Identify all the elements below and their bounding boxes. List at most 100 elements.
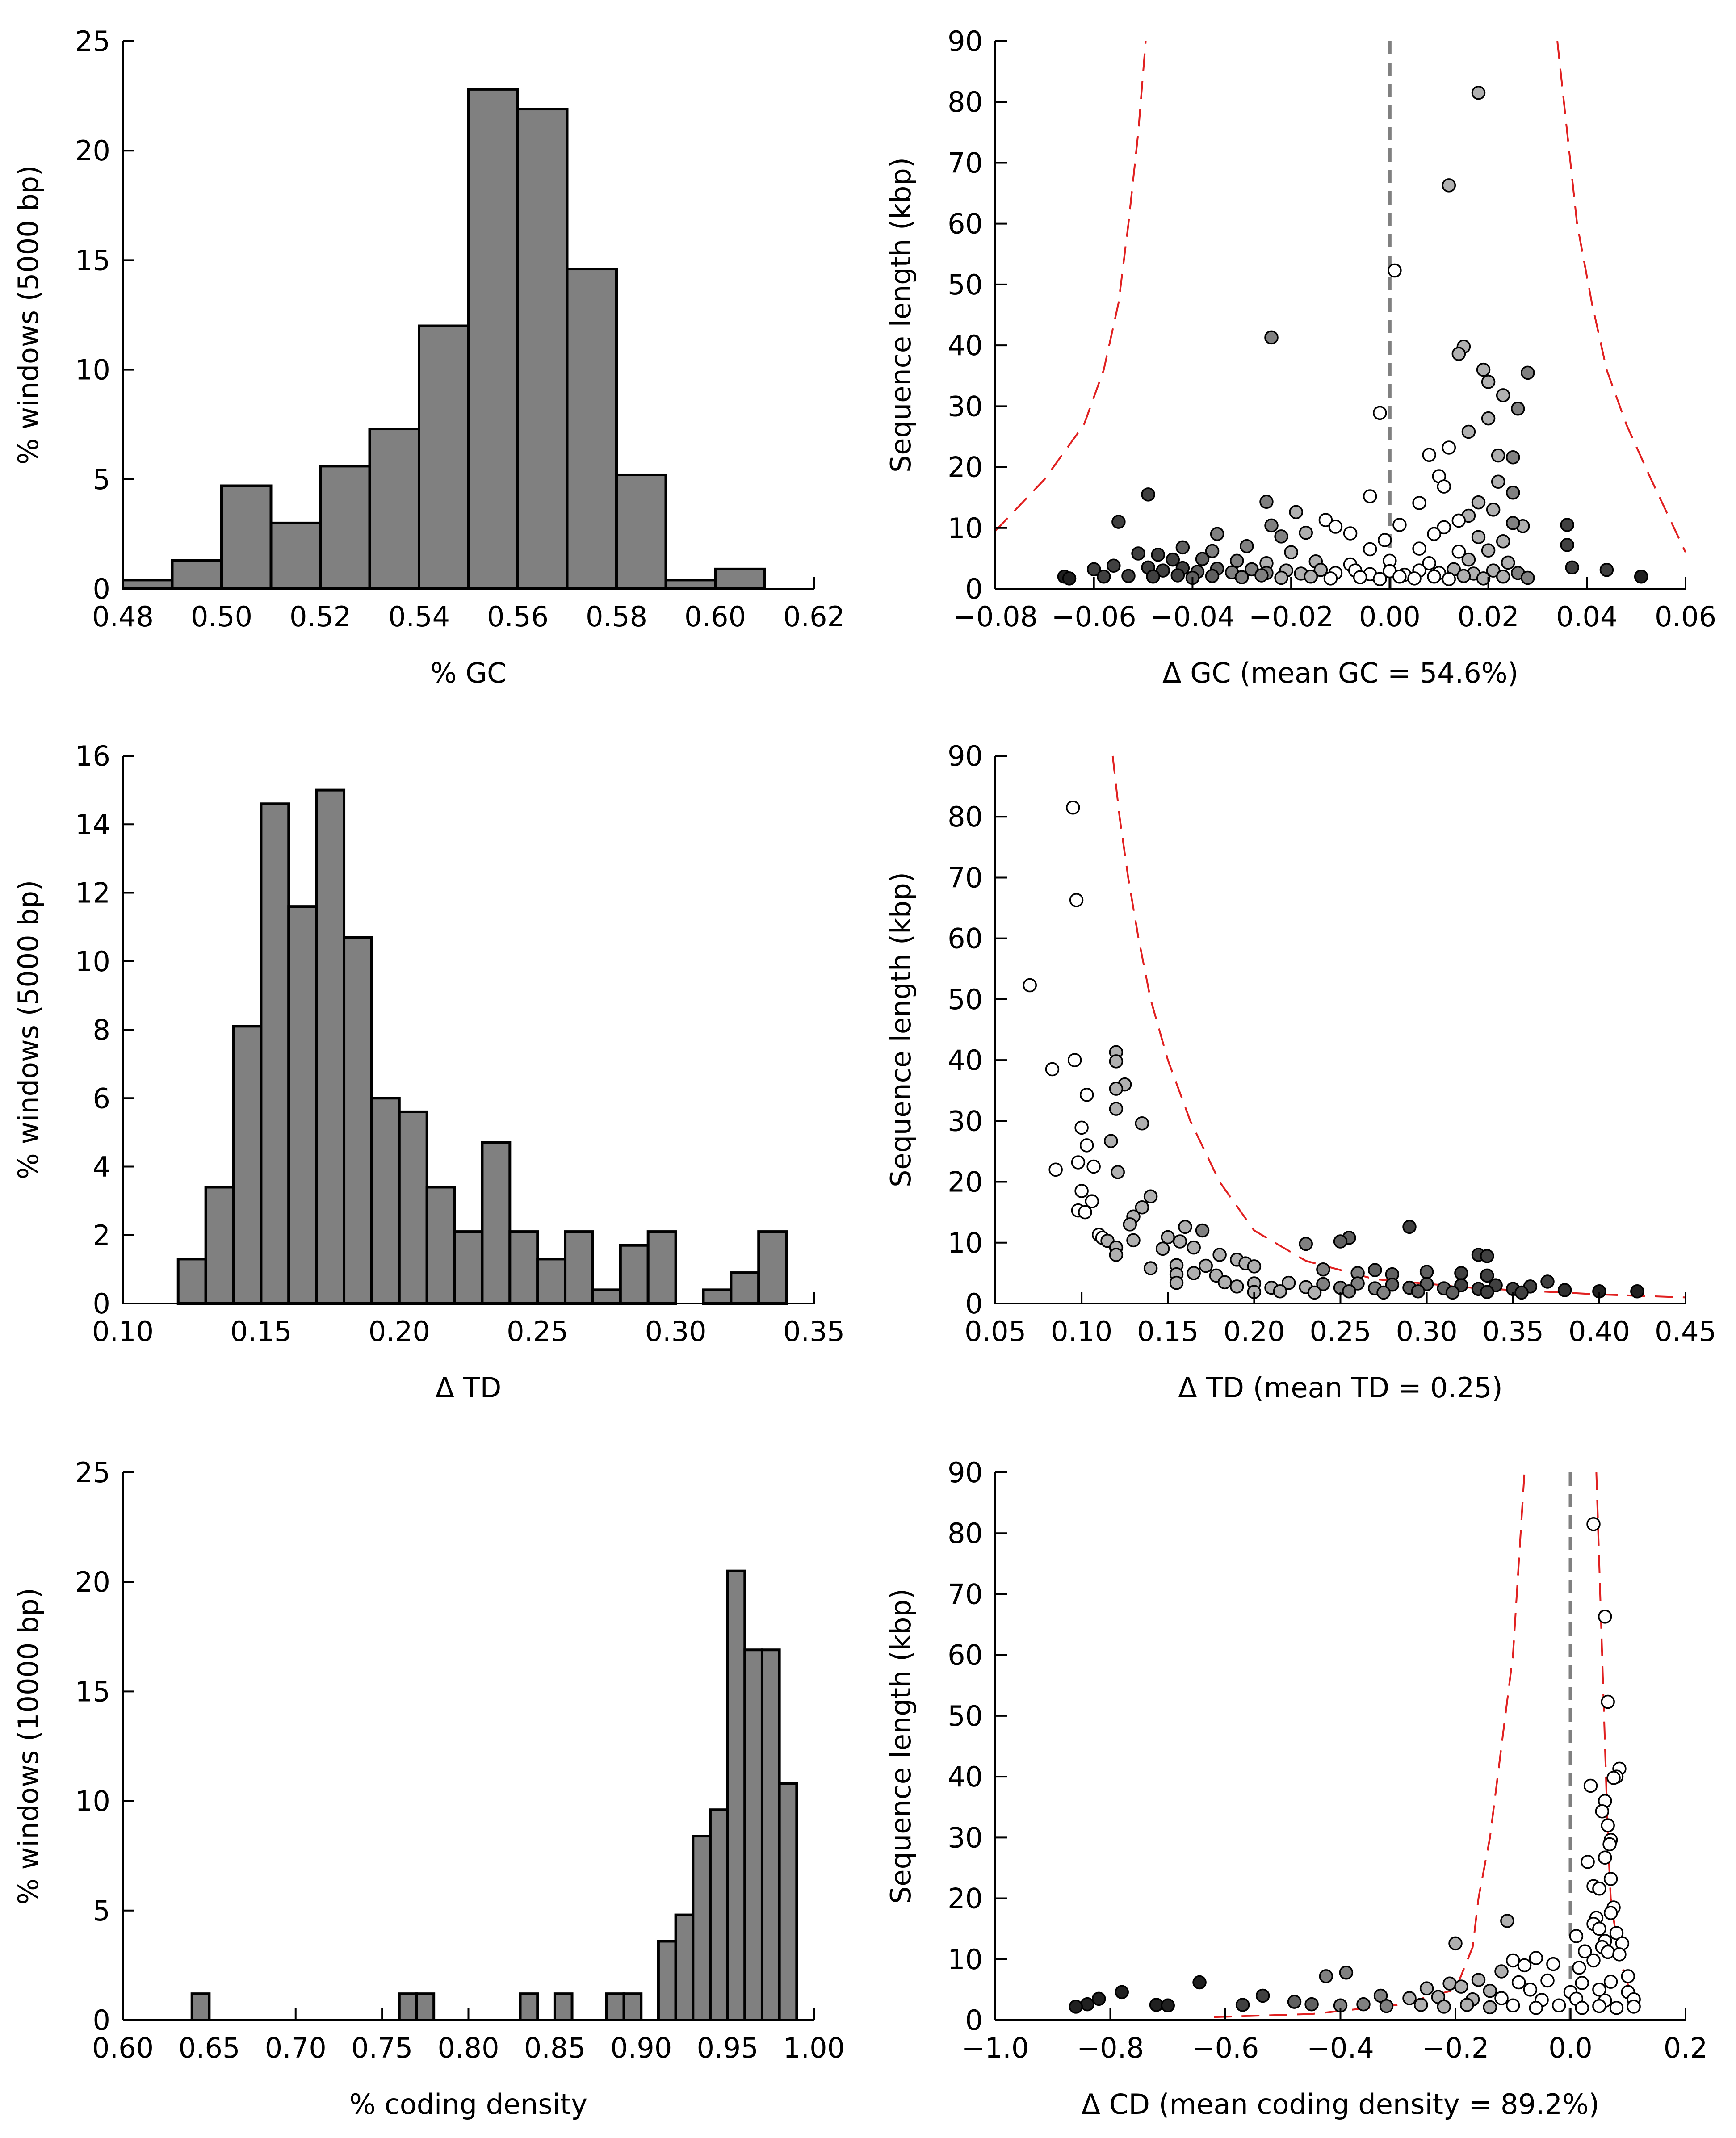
- y-tick-label: 25: [75, 1456, 110, 1489]
- scatter-point: [1598, 1610, 1612, 1624]
- scatter-point: [1342, 1284, 1356, 1299]
- scatter-point: [1115, 1985, 1129, 2000]
- histogram-bar: [398, 1992, 418, 2021]
- scatter-point: [1480, 1268, 1494, 1283]
- scatter-point: [1350, 1276, 1365, 1291]
- scatter-point: [1454, 1266, 1468, 1280]
- scatter-point: [1066, 801, 1080, 815]
- x-tick-label: −0.6: [1192, 2032, 1259, 2064]
- y-tick-label: 0: [93, 2004, 110, 2037]
- scatter-point: [1126, 1233, 1141, 1248]
- histogram-bar: [646, 1230, 677, 1305]
- x-tick-label: 0.54: [388, 600, 450, 633]
- y-tick-label: 30: [948, 1105, 983, 1137]
- histogram-bar: [615, 473, 667, 590]
- scatter-point: [1412, 496, 1426, 510]
- cd-scatter-panel: −1.0 −0.8 −0.6 −0.4 −0.2 0.0 0.2 0 10 20 30 40 50 60 7…: [885, 1456, 1707, 2121]
- scatter-point: [1284, 545, 1298, 560]
- scatter-point: [1287, 1995, 1302, 2009]
- x-tick-label: 0.15: [230, 1315, 292, 1348]
- scatter-point: [1451, 545, 1466, 559]
- scatter-point: [1079, 1138, 1094, 1153]
- x-tick-label: −0.06: [1052, 600, 1136, 633]
- x-tick-label: −0.04: [1150, 600, 1235, 633]
- scatter-point: [1501, 555, 1515, 570]
- scatter-point: [1080, 1997, 1094, 2012]
- scatter-point: [1422, 448, 1436, 462]
- scatter-point: [1141, 487, 1155, 502]
- histogram-bar: [622, 1992, 643, 2021]
- histogram-bar: [315, 788, 346, 1305]
- x-tick-label: 0.48: [92, 600, 154, 633]
- scatter-point: [1621, 1969, 1635, 1983]
- scatter-point: [1601, 1694, 1615, 1709]
- scatter-point: [1192, 1975, 1207, 1990]
- scatter-point: [1546, 1957, 1560, 1971]
- scatter-point: [1419, 1265, 1434, 1279]
- scatter-point: [1483, 1983, 1497, 1998]
- x-tick-label: 0.25: [1309, 1315, 1371, 1348]
- scatter-point: [1121, 569, 1136, 583]
- scatter-point: [1427, 570, 1441, 584]
- histogram-bar: [757, 1230, 788, 1305]
- x-tick-label: 0.30: [1396, 1315, 1458, 1348]
- x-tick-label: 0.60: [92, 2032, 154, 2064]
- scatter-point: [1155, 1241, 1170, 1256]
- scatter-point: [1373, 406, 1387, 420]
- scatter-point: [1149, 1998, 1164, 2012]
- histogram-bar: [287, 905, 318, 1305]
- scatter-point: [1560, 518, 1574, 532]
- scatter-point: [1476, 571, 1491, 586]
- y-tick-label: 8: [93, 1014, 110, 1046]
- scatter-point: [1178, 1220, 1192, 1234]
- outlier-bound-curve: [1214, 1472, 1526, 2018]
- x-tick-label: 0.00: [1359, 600, 1421, 633]
- scatter-point: [1496, 388, 1510, 402]
- scatter-point: [1304, 570, 1318, 584]
- scatter-point: [1368, 1263, 1382, 1277]
- scatter-point: [1506, 1998, 1520, 2013]
- scatter-point: [1592, 1921, 1606, 1936]
- scatter-point: [1595, 1804, 1610, 1819]
- histogram-bar: [516, 108, 569, 590]
- scatter-point: [1392, 518, 1407, 532]
- scatter-point: [1521, 365, 1535, 380]
- scatter-point: [1454, 1979, 1468, 1994]
- scatter-point: [1451, 513, 1466, 528]
- x-tick-label: 0.85: [524, 2032, 586, 2064]
- scatter-point: [1540, 1274, 1555, 1289]
- histogram-bar: [190, 1992, 211, 2021]
- scatter-point: [1319, 1969, 1333, 1983]
- scatter-point: [1491, 448, 1505, 463]
- scatter-point: [1161, 1230, 1175, 1245]
- x-tick-label: 0.75: [351, 2032, 413, 2064]
- scatter-point: [1514, 1285, 1529, 1300]
- scatter-point: [1552, 1998, 1566, 2013]
- histogram-bar: [553, 1992, 574, 2021]
- scatter-point: [1170, 568, 1185, 583]
- x-tick-label: 0.20: [369, 1315, 430, 1348]
- scatter-point: [1480, 1249, 1494, 1263]
- scatter-point: [1480, 1285, 1494, 1299]
- y-axis-label: % windows (10000 bp): [12, 1588, 45, 1905]
- scatter-point: [1199, 1258, 1213, 1273]
- scatter-point: [1451, 347, 1466, 361]
- histogram-bar: [122, 579, 174, 591]
- scatter-point: [1169, 1275, 1184, 1290]
- scatter-point: [1255, 1988, 1270, 2003]
- scatter-point: [1496, 570, 1510, 584]
- y-tick-label: 0: [965, 1287, 983, 1320]
- y-tick-label: 15: [75, 244, 110, 277]
- scatter-point: [1411, 1284, 1426, 1299]
- scatter-point: [1598, 1850, 1612, 1865]
- y-tick-label: 0: [965, 573, 983, 605]
- scatter-point: [1442, 572, 1456, 586]
- scatter-point: [1107, 558, 1121, 573]
- scatter-point: [1471, 495, 1486, 510]
- scatter-point: [1373, 1988, 1388, 2003]
- scatter-point: [1069, 2000, 1083, 2014]
- x-axis-label: Δ TD: [436, 1371, 502, 1404]
- scatter-point: [1205, 569, 1220, 583]
- x-tick-label: 0.0: [1548, 2032, 1593, 2064]
- scatter-point: [1363, 489, 1377, 503]
